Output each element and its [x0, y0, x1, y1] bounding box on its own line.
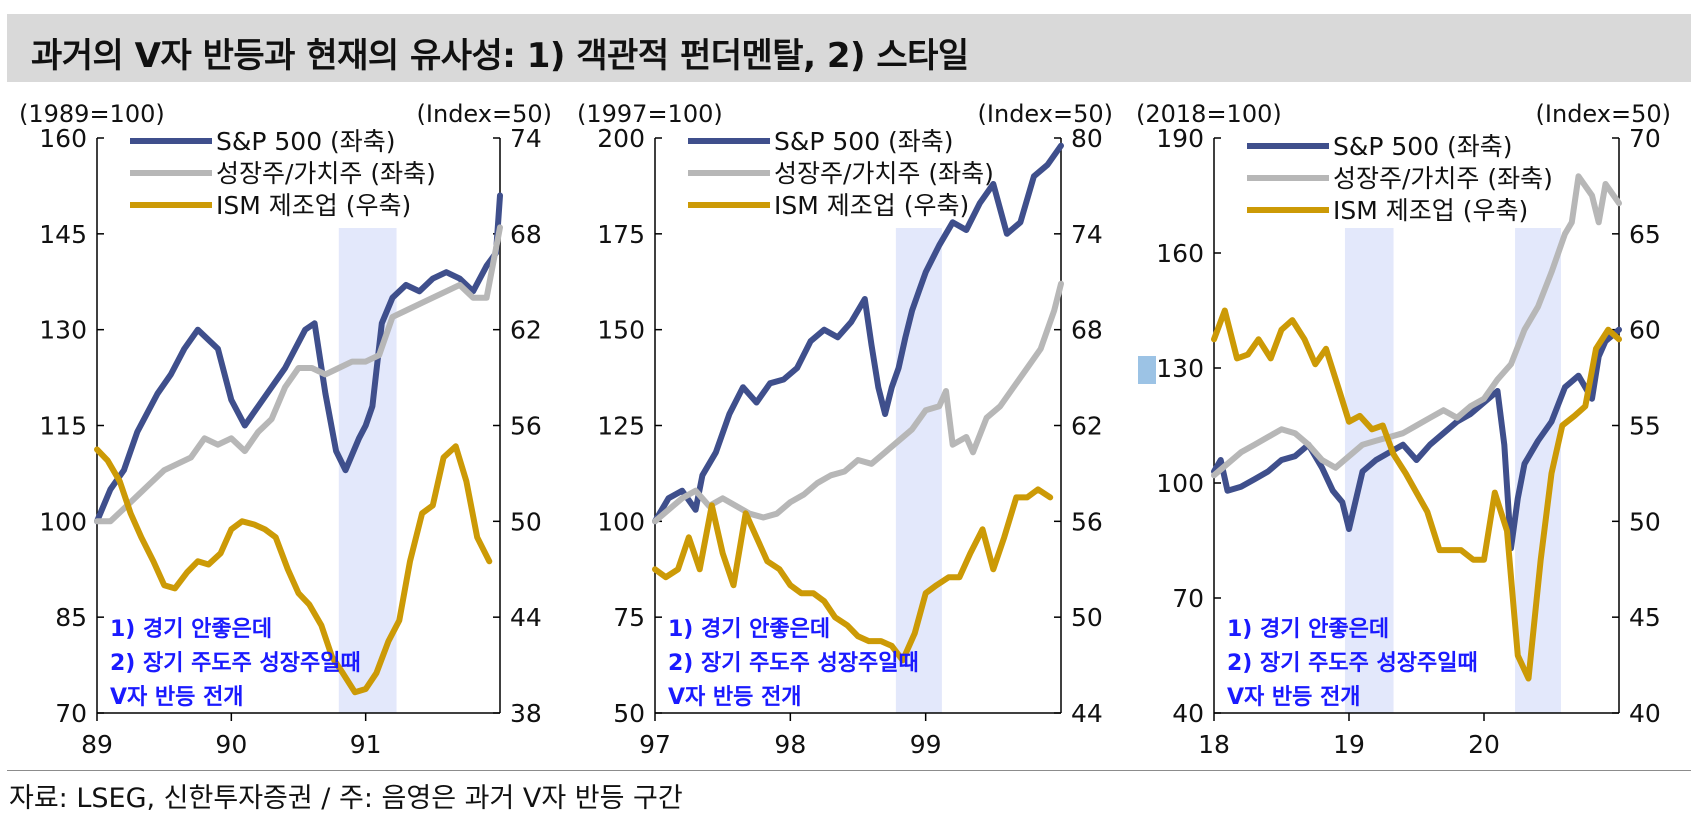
right-tick-label: 70: [1629, 124, 1661, 153]
x-tick-label: 99: [910, 730, 942, 759]
left-axis-unit: (2018=100): [1136, 100, 1282, 128]
shaded-period-1: [895, 228, 942, 713]
footer-rule: [7, 770, 1691, 771]
x-tick-label: 90: [215, 730, 247, 759]
left-tick-label: 175: [597, 220, 645, 249]
left-tick-label: 115: [39, 412, 87, 441]
right-tick-label: 68: [510, 220, 542, 249]
right-tick-label: 55: [1629, 412, 1661, 441]
legend-label: S&P 500 (좌축): [774, 127, 954, 156]
left-tick-label: 75: [613, 603, 645, 632]
left-tick-label: 160: [39, 124, 87, 153]
tick-highlight: [1138, 356, 1156, 384]
legend-label: ISM 제조업 (우축): [216, 191, 411, 220]
right-tick-label: 68: [1071, 316, 1103, 345]
x-tick-label: 97: [639, 730, 671, 759]
left-tick-label: 130: [39, 316, 87, 345]
left-tick-label: 145: [39, 220, 87, 249]
legend-label: ISM 제조업 (우축): [1333, 196, 1528, 225]
source-note: 자료: LSEG, 신한투자증권 / 주: 음영은 과거 V자 반등 구간: [9, 783, 683, 814]
left-tick-label: 130: [1156, 354, 1204, 383]
page-title: 과거의 V자 반등과 현재의 유사성: 1) 객관적 펀더멘탈, 2) 스타일: [31, 36, 969, 76]
legend-label: ISM 제조업 (우축): [774, 191, 969, 220]
x-tick-label: 20: [1468, 730, 1500, 759]
annotation-text: 2) 장기 주도주 성장주일때: [668, 651, 919, 676]
right-tick-label: 80: [1071, 124, 1103, 153]
left-tick-label: 50: [613, 699, 645, 728]
legend-label: S&P 500 (좌축): [216, 127, 396, 156]
annotation-text: V자 반등 전개: [110, 685, 244, 710]
series-line-3: [94, 443, 493, 696]
right-axis-unit: (Index=50): [417, 100, 552, 128]
chart-panel-1: 160 145 130 115 100 85 70 74 68 62 56 50 44 38 89 90 91 (…: [19, 100, 552, 759]
annotation-text: V자 반등 전개: [1227, 685, 1361, 710]
series-line-1: [652, 142, 1064, 525]
right-tick-label: 62: [1071, 412, 1103, 441]
chart-panel-2: 200 175 150 125 100 75 50 80 74 68 62 56 50 44 97 98 99 (…: [577, 100, 1113, 759]
annotation-text: 1) 경기 안좋은데: [1227, 617, 1389, 642]
right-tick-label: 50: [510, 507, 542, 536]
right-tick-label: 50: [1629, 507, 1661, 536]
series-line-2: [94, 224, 503, 525]
left-tick-label: 40: [1172, 699, 1204, 728]
left-tick-label: 190: [1156, 124, 1204, 153]
right-tick-label: 38: [510, 699, 542, 728]
left-tick-label: 70: [55, 699, 87, 728]
annotation-text: 2) 장기 주도주 성장주일때: [1227, 651, 1478, 676]
right-axis-unit: (Index=50): [978, 100, 1113, 128]
legend-label: 성장주/가치주 (좌축): [216, 159, 436, 188]
annotation-text: 2) 장기 주도주 성장주일때: [110, 651, 361, 676]
right-tick-label: 74: [1071, 220, 1103, 249]
left-tick-label: 100: [39, 507, 87, 536]
left-tick-label: 100: [1156, 469, 1204, 498]
right-axis-unit: (Index=50): [1536, 100, 1671, 128]
left-tick-label: 70: [1172, 584, 1204, 613]
legend-label: S&P 500 (좌축): [1333, 132, 1513, 161]
x-tick-label: 91: [350, 730, 382, 759]
x-tick-label: 98: [774, 730, 806, 759]
right-tick-label: 62: [510, 316, 542, 345]
left-tick-label: 200: [597, 124, 645, 153]
series-line-3: [652, 486, 1054, 664]
right-tick-label: 50: [1071, 603, 1103, 632]
annotation-text: 1) 경기 안좋은데: [110, 617, 272, 642]
x-tick-label: 19: [1333, 730, 1365, 759]
left-tick-label: 160: [1156, 239, 1204, 268]
series-line-1: [94, 192, 503, 525]
annotation-text: V자 반등 전개: [668, 685, 802, 710]
right-tick-label: 56: [1071, 507, 1103, 536]
left-tick-label: 125: [597, 412, 645, 441]
annotation-text: 1) 경기 안좋은데: [668, 617, 830, 642]
series-line-1: [1211, 326, 1622, 552]
series-line-2: [652, 280, 1064, 525]
left-axis-unit: (1989=100): [19, 100, 165, 128]
right-tick-label: 74: [510, 124, 542, 153]
left-tick-label: 100: [597, 507, 645, 536]
series-line-3: [1211, 307, 1622, 682]
series-line-2: [1211, 173, 1622, 479]
right-tick-label: 44: [510, 603, 542, 632]
shaded-period-1: [1344, 228, 1394, 713]
right-tick-label: 60: [1629, 316, 1661, 345]
right-tick-label: 56: [510, 412, 542, 441]
legend-label: 성장주/가치주 (좌축): [774, 159, 994, 188]
right-tick-label: 40: [1629, 699, 1661, 728]
right-tick-label: 44: [1071, 699, 1103, 728]
right-tick-label: 45: [1629, 603, 1661, 632]
legend-label: 성장주/가치주 (좌축): [1333, 164, 1553, 193]
title-bar: 과거의 V자 반등과 현재의 유사성: 1) 객관적 펀더멘탈, 2) 스타일: [7, 14, 1691, 82]
x-tick-label: 89: [81, 730, 113, 759]
left-tick-label: 85: [55, 603, 87, 632]
right-tick-label: 65: [1629, 220, 1661, 249]
left-tick-label: 150: [597, 316, 645, 345]
left-axis-unit: (1997=100): [577, 100, 723, 128]
x-tick-label: 18: [1198, 730, 1230, 759]
